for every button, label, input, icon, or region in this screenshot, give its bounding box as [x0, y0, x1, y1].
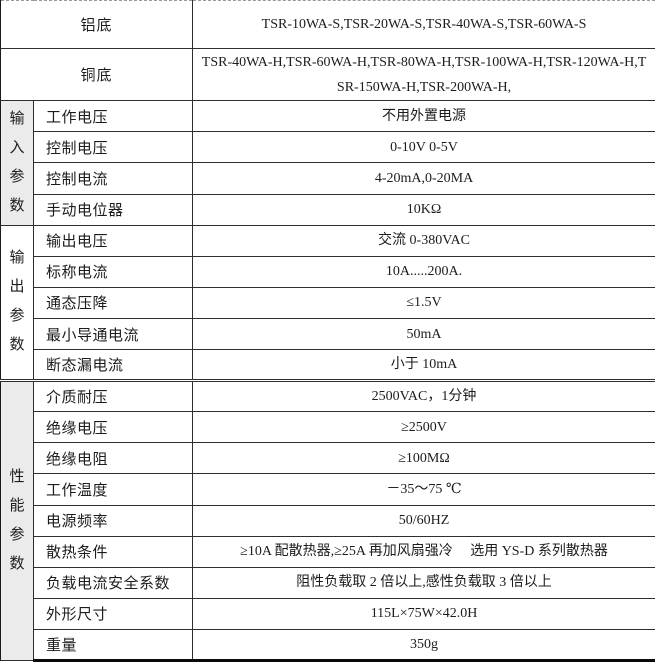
param-label: 控制电流: [32, 162, 194, 195]
table-row: 负载电流安全系数 阻性负载取 2 倍以上,感性负载取 3 倍以上: [1, 566, 655, 599]
param-value: 小于 10mA: [192, 349, 655, 382]
table-row: 绝缘电阻 ≥100MΩ: [1, 442, 655, 475]
table-row-aluminum-base: 铝底 TSR-10WA-S,TSR-20WA-S,TSR-40WA-S,TSR-…: [0, 0, 655, 50]
table-row: 通态压降 ≤1.5V: [1, 286, 655, 319]
table-row: 重量 350g: [1, 628, 655, 662]
param-label: 手动电位器: [32, 193, 194, 226]
table-row: 手动电位器 10KΩ: [1, 193, 655, 226]
section-group-input-params: 输入参数: [0, 100, 34, 226]
table-row-copper-base: 铜底 TSR-40WA-H,TSR-60WA-H,TSR-80WA-H,TSR-…: [0, 48, 655, 102]
param-value: 115L×75W×42.0H: [192, 597, 655, 630]
param-label: 控制电压: [32, 131, 194, 164]
model-list-copper: TSR-40WA-H,TSR-60WA-H,TSR-80WA-H,TSR-100…: [192, 48, 655, 102]
param-label: 断态漏电流: [32, 349, 194, 382]
param-value: ≥10A 配散热器,≥25A 再加风扇强冷 选用 YS-D 系列散热器: [192, 535, 655, 568]
param-value: ≥2500V: [192, 411, 655, 444]
table-row: 工作温度 －35～75 ℃: [1, 473, 655, 506]
param-label: 标称电流: [32, 255, 194, 288]
model-list-aluminum: TSR-10WA-S,TSR-20WA-S,TSR-40WA-S,TSR-60W…: [192, 0, 655, 50]
param-label: 最小导通电流: [32, 317, 194, 351]
param-label: 工作温度: [32, 473, 194, 506]
table-row: 断态漏电流 小于 10mA: [1, 349, 655, 382]
table-row: 输出参数 输出电压 交流 0-380VAC: [0, 224, 655, 382]
param-label: 通态压降: [32, 286, 194, 319]
param-value: 0-10V 0-5V: [192, 131, 655, 164]
param-value: 2500VAC，1分钟: [192, 379, 655, 413]
param-label: 介质耐压: [32, 379, 194, 413]
param-value: 10A.....200A.: [192, 255, 655, 288]
param-value: 不用外置电源: [192, 100, 655, 133]
table-row: 输入参数 工作电压 不用外置电源: [0, 100, 655, 226]
table-row: 电源频率 50/60HZ: [1, 504, 655, 537]
param-label: 重量: [32, 628, 194, 662]
param-label: 绝缘电压: [32, 411, 194, 444]
section-group-performance-params: 性能参数: [0, 379, 34, 661]
param-label: 绝缘电阻: [32, 442, 194, 475]
param-value: 50/60HZ: [192, 504, 655, 537]
param-value: －35～75 ℃: [192, 473, 655, 506]
param-value: 350g: [192, 628, 655, 662]
param-label: 散热条件: [32, 535, 194, 568]
table-row: 绝缘电压 ≥2500V: [1, 411, 655, 444]
table-row: 控制电压 0-10V 0-5V: [1, 131, 655, 164]
section-group-output-params: 输出参数: [0, 224, 34, 382]
param-value: 阻性负载取 2 倍以上,感性负载取 3 倍以上: [192, 566, 655, 599]
param-value: 交流 0-380VAC: [192, 224, 655, 257]
param-value: ≤1.5V: [192, 286, 655, 319]
param-label: 外形尺寸: [32, 597, 194, 630]
table-row: 散热条件 ≥10A 配散热器,≥25A 再加风扇强冷 选用 YS-D 系列散热器: [1, 535, 655, 568]
param-label: 负载电流安全系数: [32, 566, 194, 599]
table-row: 标称电流 10A.....200A.: [1, 255, 655, 288]
table-row: 外形尺寸 115L×75W×42.0H: [1, 597, 655, 630]
base-type-label: 铜底: [0, 48, 194, 102]
base-type-label: 铝底: [0, 0, 194, 50]
param-value: 10KΩ: [192, 193, 655, 226]
param-label: 工作电压: [32, 100, 194, 133]
table-row: 最小导通电流 50mA: [1, 317, 655, 351]
param-label: 输出电压: [32, 224, 194, 257]
param-value: 4-20mA,0-20MA: [192, 162, 655, 195]
table-row: 控制电流 4-20mA,0-20MA: [1, 162, 655, 195]
param-value: 50mA: [192, 317, 655, 351]
table-row: 性能参数 介质耐压 2500VAC，1分钟: [0, 379, 655, 661]
param-label: 电源频率: [32, 504, 194, 537]
param-value: ≥100MΩ: [192, 442, 655, 475]
